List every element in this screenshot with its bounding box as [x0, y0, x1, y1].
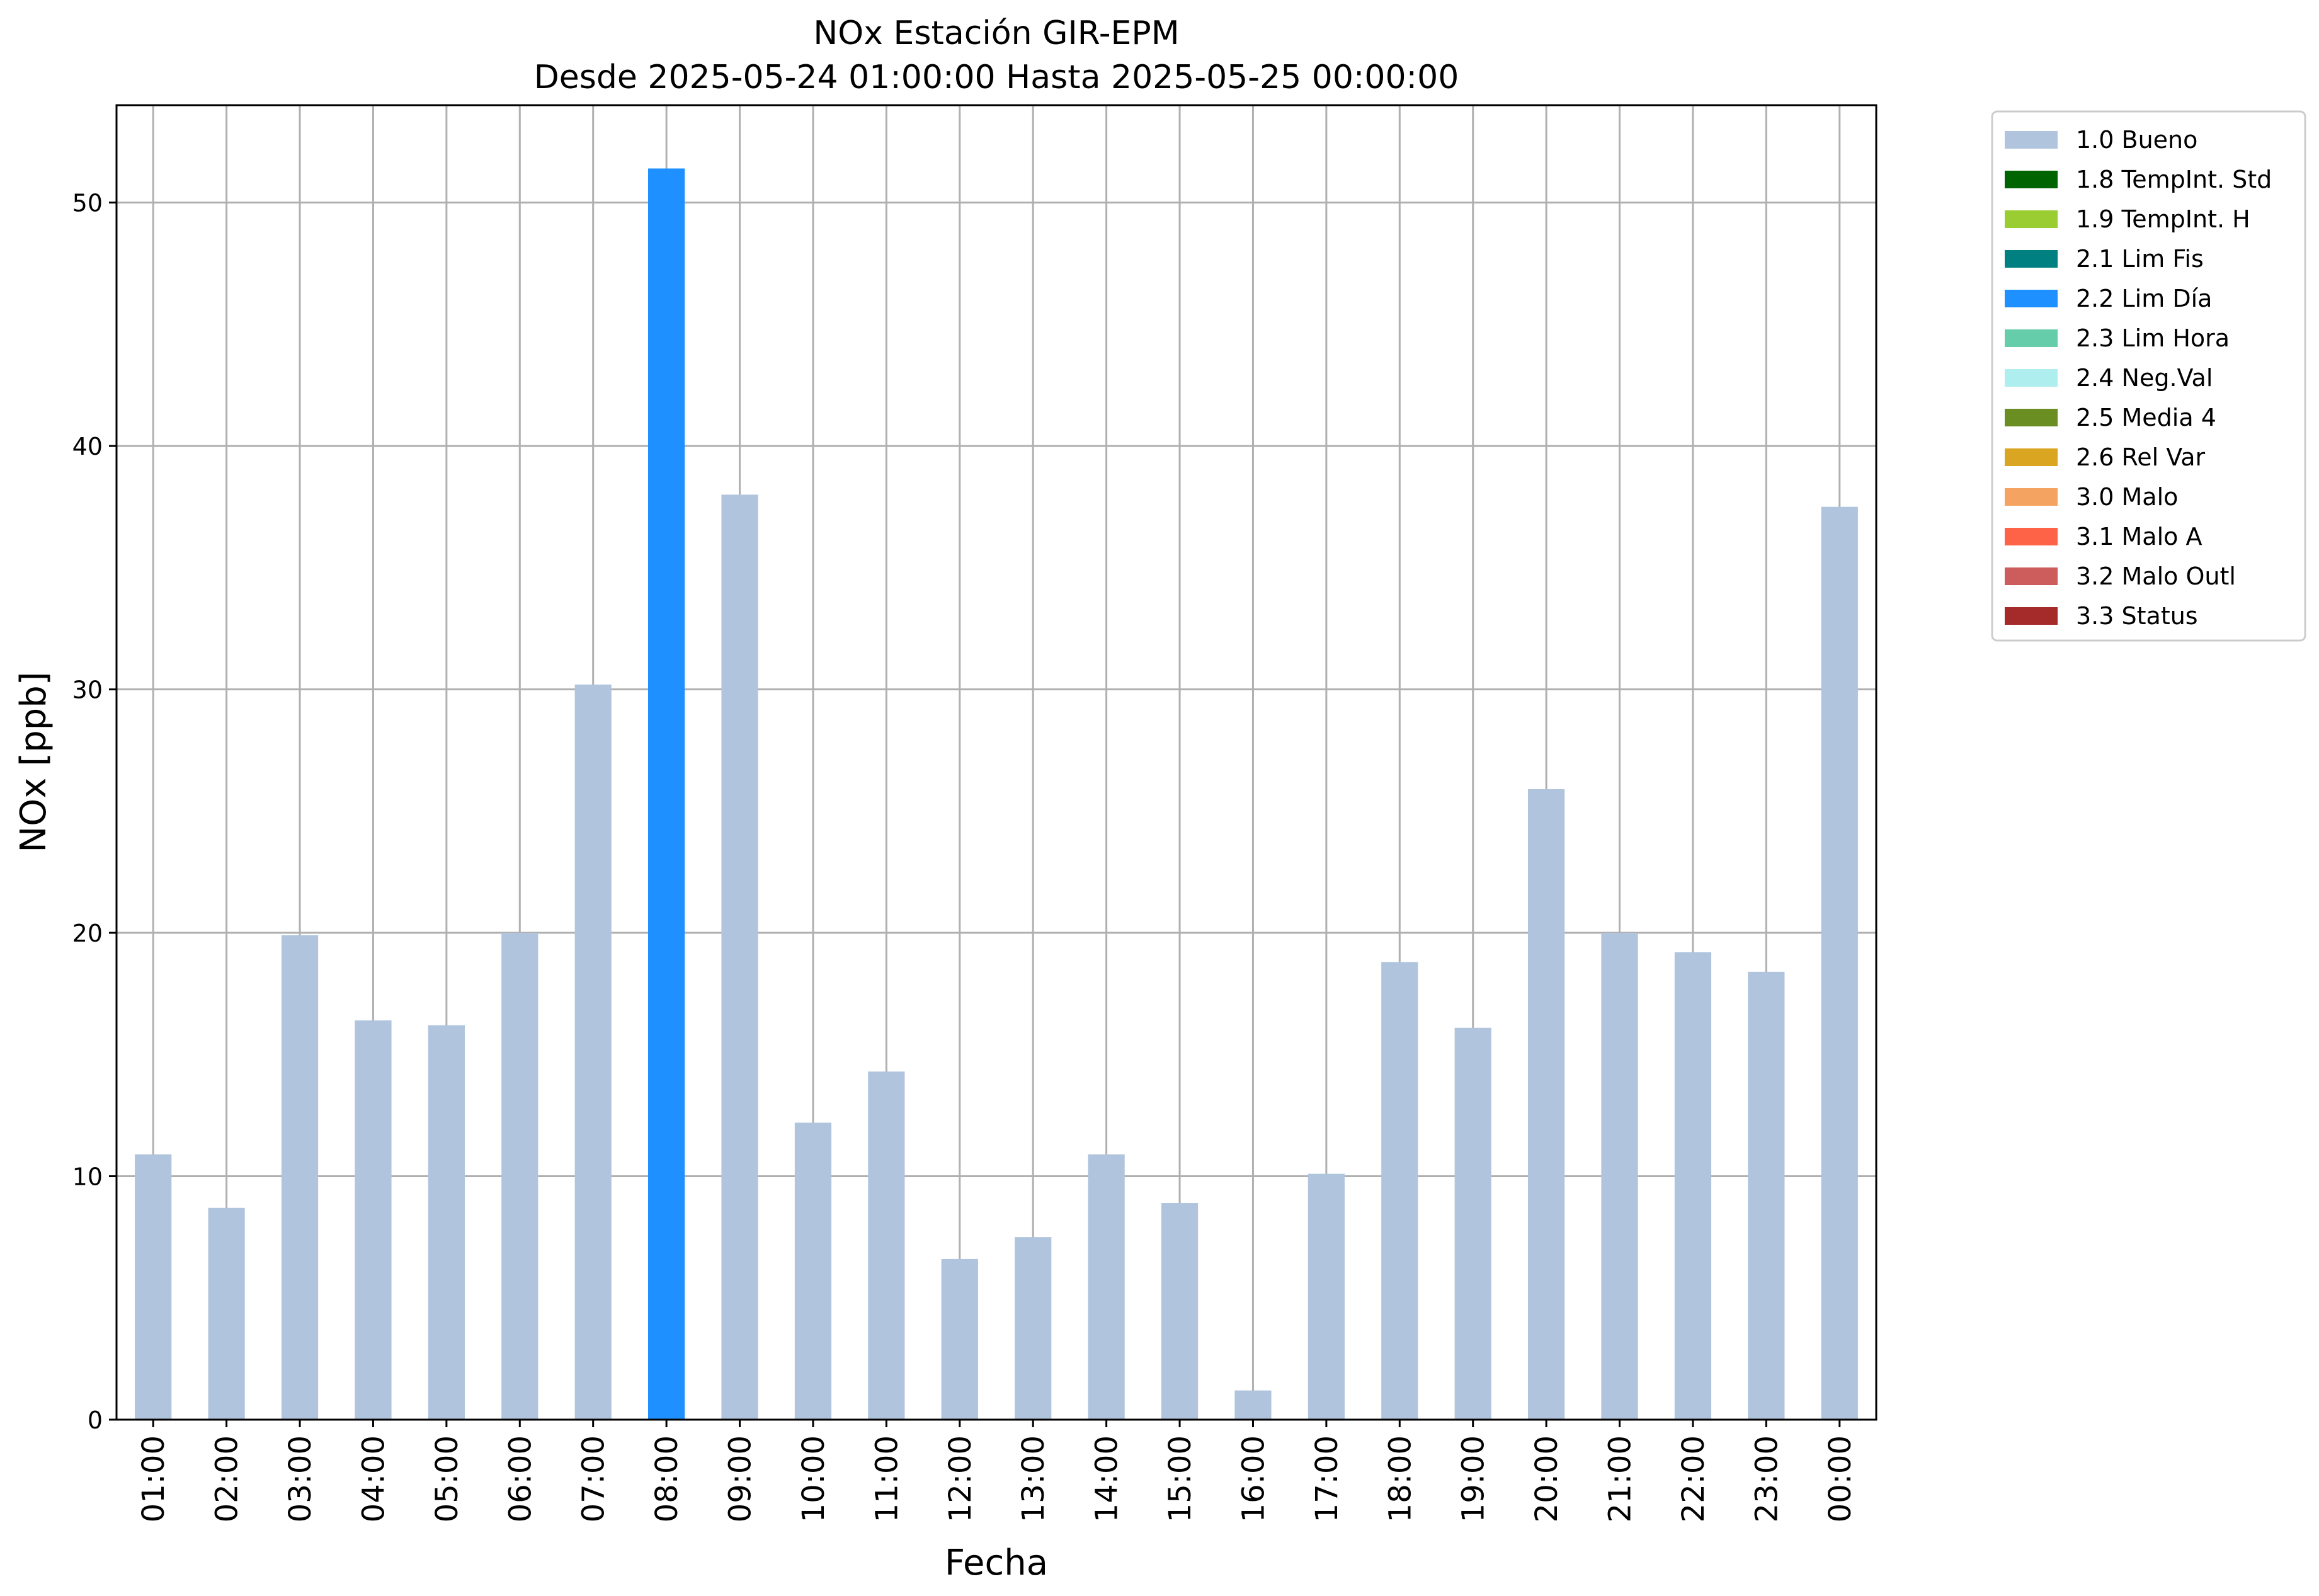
- x-axis: 01:00 02:00 03:00 04:00 05:00 06:00 07:00 08:00…: [136, 1420, 1858, 1522]
- bar: [794, 1122, 832, 1420]
- plot-frame: [115, 104, 1877, 1421]
- legend-label: 1.8 TempInt. Std: [2076, 166, 2272, 193]
- bar: [1015, 1237, 1052, 1420]
- y-axis: 0 10 20 30 40 50: [72, 190, 117, 1434]
- bar: [1161, 1203, 1199, 1420]
- bars: [135, 168, 1858, 1420]
- chart-title: NOx Estación GIR-EPM: [813, 14, 1179, 52]
- legend-label: 1.9 TempInt. H: [2076, 205, 2250, 233]
- bar: [355, 1020, 392, 1420]
- legend-swatch: [2005, 131, 2058, 149]
- x-tick-label: 14:00: [1090, 1435, 1125, 1522]
- x-tick-label: 13:00: [1016, 1435, 1051, 1522]
- legend-swatch: [2005, 607, 2058, 625]
- x-tick-label: 12:00: [943, 1435, 978, 1522]
- legend: 1.0 Bueno 1.8 TempInt. Std 1.9 TempInt. H 2…: [1991, 110, 2306, 642]
- bar: [1748, 971, 1785, 1420]
- x-tick-label: 01:00: [136, 1435, 171, 1522]
- y-tick-label: 20: [72, 920, 103, 947]
- x-tick-label: 15:00: [1163, 1435, 1198, 1522]
- bar: [135, 1154, 172, 1420]
- legend-label: 3.1 Malo A: [2076, 523, 2202, 550]
- x-tick-label: 16:00: [1236, 1435, 1271, 1522]
- bar: [1088, 1154, 1125, 1420]
- x-tick-label: 02:00: [210, 1435, 245, 1522]
- x-tick-label: 22:00: [1676, 1435, 1711, 1522]
- legend-swatch: [2005, 171, 2058, 188]
- legend-swatch: [2005, 290, 2058, 307]
- x-tick-label: 10:00: [796, 1435, 831, 1522]
- bar: [501, 933, 538, 1420]
- legend-label: 2.6 Rel Var: [2076, 443, 2206, 471]
- x-tick-label: 00:00: [1823, 1435, 1858, 1522]
- legend-box: [1991, 110, 2306, 642]
- legend-swatch: [2005, 448, 2058, 466]
- bar: [1308, 1173, 1345, 1420]
- bar: [428, 1025, 465, 1420]
- legend-label: 3.2 Malo Outl: [2076, 562, 2236, 590]
- bar: [281, 935, 319, 1420]
- legend-swatch: [2005, 210, 2058, 228]
- x-tick-label: 07:00: [576, 1435, 612, 1522]
- legend-label: 3.0 Malo: [2076, 483, 2178, 511]
- x-tick-label: 18:00: [1382, 1435, 1418, 1522]
- legend-swatch: [2005, 567, 2058, 585]
- y-tick-label: 40: [72, 433, 103, 460]
- y-tick-label: 50: [72, 190, 103, 217]
- bar: [868, 1071, 905, 1420]
- bar: [1601, 933, 1638, 1420]
- bar: [1528, 789, 1565, 1420]
- legend-swatch: [2005, 329, 2058, 347]
- legend-label: 2.1 Lim Fis: [2076, 245, 2204, 273]
- x-tick-label: 20:00: [1529, 1435, 1564, 1522]
- x-tick-label: 21:00: [1603, 1435, 1638, 1522]
- legend-swatch: [2005, 528, 2058, 545]
- legend-label: 2.4 Neg.Val: [2076, 364, 2213, 392]
- legend-label: 1.0 Bueno: [2076, 126, 2197, 154]
- bar: [208, 1207, 245, 1420]
- x-tick-label: 17:00: [1309, 1435, 1345, 1522]
- legend-swatch: [2005, 409, 2058, 426]
- x-tick-label: 08:00: [649, 1435, 685, 1522]
- x-tick-label: 11:00: [869, 1435, 904, 1522]
- bar: [574, 684, 612, 1420]
- x-tick-label: 23:00: [1749, 1435, 1784, 1522]
- bar: [941, 1258, 978, 1420]
- y-axis-title: NOx [ppb]: [13, 671, 54, 852]
- legend-label: 2.3 Lim Hora: [2076, 324, 2230, 352]
- bar: [721, 494, 758, 1420]
- x-tick-label: 19:00: [1456, 1435, 1491, 1522]
- legend-label: 2.2 Lim Día: [2076, 285, 2212, 312]
- x-axis-title: Fecha: [945, 1542, 1048, 1583]
- chart-subtitle: Desde 2025-05-24 01:00:00 Hasta 2025-05-…: [534, 59, 1459, 96]
- x-tick-label: 06:00: [503, 1435, 538, 1522]
- x-tick-label: 03:00: [283, 1435, 318, 1522]
- x-tick-label: 05:00: [430, 1435, 465, 1522]
- bar: [1381, 962, 1418, 1420]
- legend-swatch: [2005, 369, 2058, 387]
- bar: [1674, 952, 1712, 1420]
- legend-label: 2.5 Media 4: [2076, 404, 2216, 431]
- x-tick-label: 04:00: [356, 1435, 391, 1522]
- bar: [1821, 506, 1858, 1420]
- y-tick-label: 0: [88, 1406, 103, 1434]
- legend-label: 3.3 Status: [2076, 602, 2198, 630]
- bar: [1454, 1027, 1491, 1420]
- bar: [648, 168, 685, 1420]
- y-tick-label: 30: [72, 676, 103, 704]
- bar: [1234, 1390, 1272, 1420]
- y-tick-label: 10: [72, 1163, 103, 1191]
- x-tick-label: 09:00: [723, 1435, 758, 1522]
- legend-swatch: [2005, 250, 2058, 268]
- legend-swatch: [2005, 488, 2058, 506]
